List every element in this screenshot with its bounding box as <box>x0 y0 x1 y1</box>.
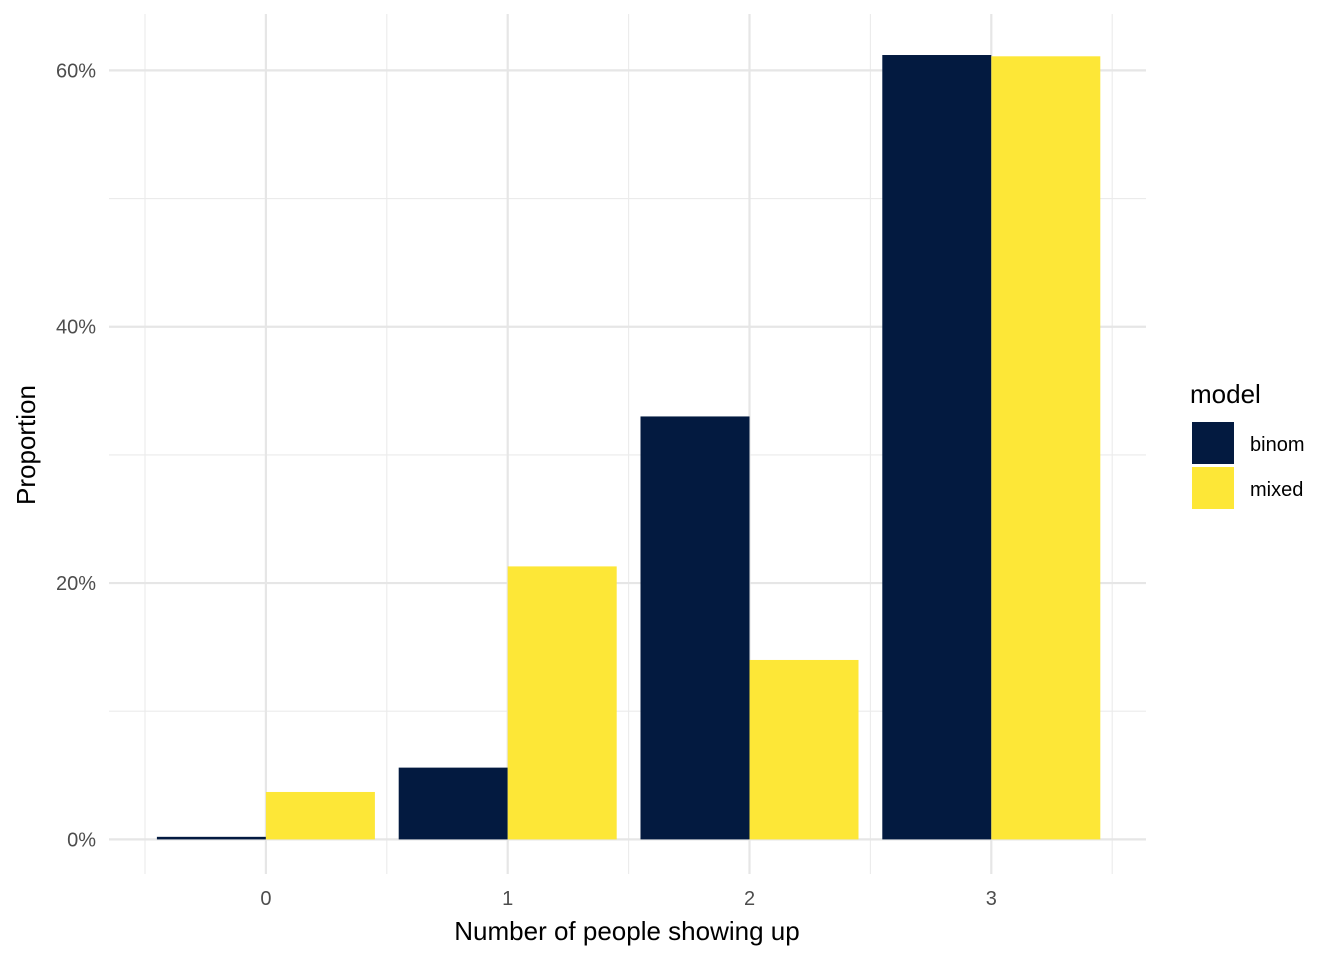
legend-key-mixed <box>1192 467 1234 509</box>
y-axis-title: Proportion <box>11 385 41 505</box>
bar-mixed-3 <box>991 56 1101 840</box>
legend-label-mixed: mixed <box>1250 479 1303 501</box>
bar-binom-2 <box>640 416 750 840</box>
x-axis-title: Number of people showing up <box>454 916 799 946</box>
x-tick-label: 1 <box>502 888 513 910</box>
bar-binom-0 <box>156 836 266 840</box>
x-tick-label: 2 <box>744 888 755 910</box>
bar-binom-3 <box>882 55 992 840</box>
y-tick-label: 20% <box>56 573 96 595</box>
legend-key-binom <box>1192 422 1234 464</box>
y-tick-label: 0% <box>67 829 96 851</box>
x-tick-label: 3 <box>986 888 997 910</box>
legend-entries: binom mixed <box>1192 422 1304 509</box>
legend: model binom mixed <box>1190 379 1304 509</box>
bar-binom-1 <box>398 767 508 840</box>
x-axis-tick-labels: 0 1 2 3 <box>260 888 997 910</box>
legend-label-binom: binom <box>1250 434 1304 456</box>
x-tick-label: 0 <box>260 888 271 910</box>
bar-mixed-1 <box>507 566 617 840</box>
bars <box>156 55 1101 840</box>
y-axis-tick-labels: 0% 20% 40% 60% <box>56 60 96 851</box>
y-tick-label: 60% <box>56 60 96 82</box>
bar-mixed-2 <box>749 659 859 840</box>
bar-mixed-0 <box>265 791 375 840</box>
legend-title: model <box>1190 379 1261 409</box>
y-tick-label: 40% <box>56 317 96 339</box>
